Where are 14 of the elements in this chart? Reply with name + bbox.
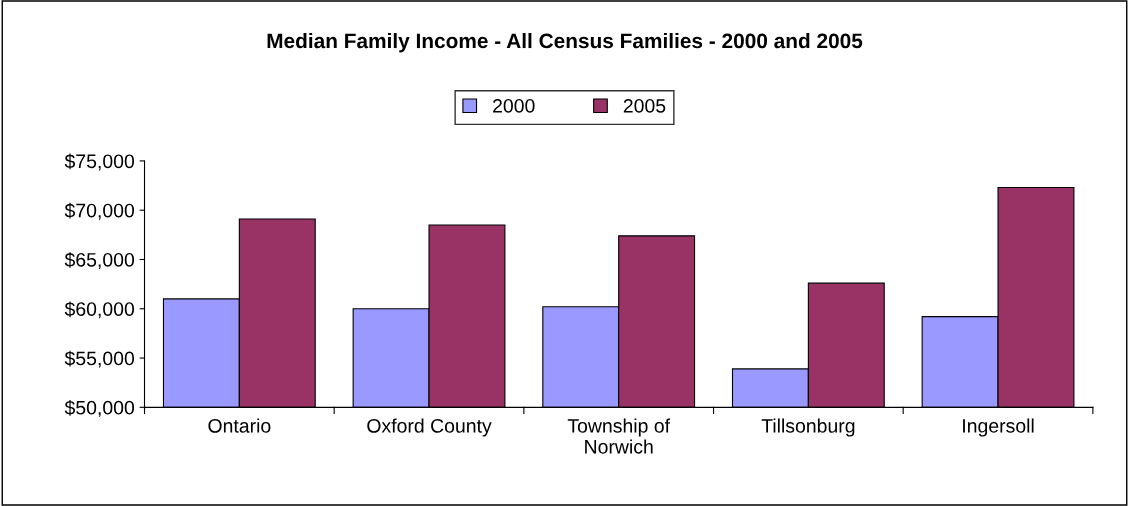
x-tick-label: Oxford County <box>367 418 492 437</box>
y-tick-label: $65,000 <box>64 252 135 270</box>
y-tick-label: $60,000 <box>64 301 135 319</box>
x-tick-label: Township of Norwich <box>567 418 671 454</box>
y-tick-label: $55,000 <box>64 350 135 368</box>
legend-label: 2000 <box>493 98 535 113</box>
chart-title: Median Family Income - All Census Families - 2000 and 2005 <box>267 32 863 53</box>
y-tick-label: $50,000 <box>64 399 135 417</box>
legend-label: 2005 <box>623 98 666 113</box>
x-tick-label: Ontario <box>208 418 271 433</box>
y-tick-label: $75,000 <box>64 153 135 171</box>
y-tick-label: $70,000 <box>64 202 135 220</box>
x-tick-label: Tillsonburg <box>761 418 855 437</box>
x-tick-label: Ingersoll <box>963 418 1034 437</box>
